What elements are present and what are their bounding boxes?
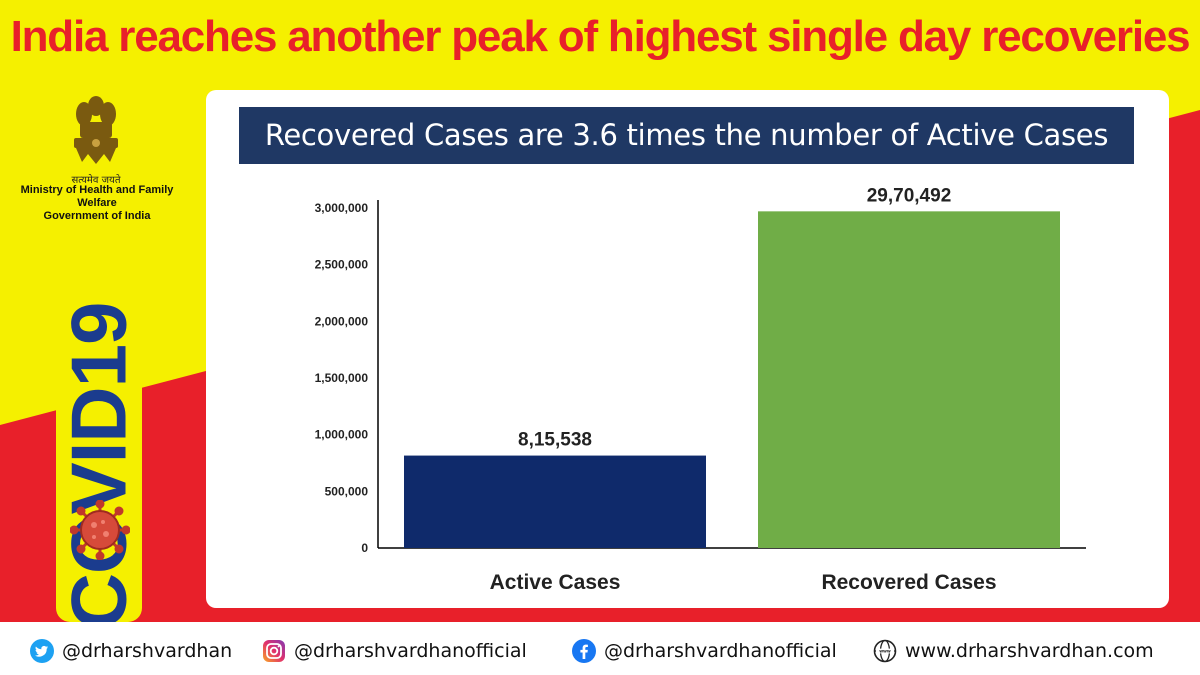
y-tick-label: 2,000,000: [315, 314, 369, 328]
x-tick-label: Recovered Cases: [821, 571, 996, 594]
chart-title-banner: Recovered Cases are 3.6 times the number…: [239, 107, 1134, 164]
covid-side-panel: [56, 310, 142, 622]
footer-twitter[interactable]: @drharshvardhan: [30, 637, 232, 665]
y-tick-label: 1,500,000: [315, 371, 369, 385]
instagram-handle: @drharshvardhanofficial: [294, 640, 527, 662]
footer-facebook[interactable]: @drharshvardhanofficial: [572, 637, 837, 665]
y-tick-label: 0: [361, 541, 368, 555]
bar: [404, 455, 706, 548]
globe-icon: www: [873, 639, 897, 663]
headline: India reaches another peak of highest si…: [10, 12, 1191, 61]
ashoka-emblem-icon: [74, 96, 118, 164]
x-tick-label: Active Cases: [490, 571, 621, 594]
footer-instagram[interactable]: @drharshvardhanofficial: [262, 637, 527, 665]
y-tick-label: 3,000,000: [315, 201, 369, 215]
ministry-line-1: Ministry of Health and Family Welfare: [20, 184, 174, 209]
data-label: 29,70,492: [867, 185, 952, 206]
y-tick-label: 500,000: [325, 484, 369, 498]
website-url: www.drharshvardhan.com: [905, 640, 1154, 662]
virus-icon: [70, 500, 130, 560]
ministry-name: Ministry of Health and Family Welfare Go…: [2, 184, 192, 223]
facebook-icon: [572, 639, 596, 663]
facebook-handle: @drharshvardhanofficial: [604, 640, 837, 662]
svg-text:www: www: [879, 649, 891, 654]
data-label: 8,15,538: [518, 430, 592, 451]
emblem-motto: सत्यमेव जयते: [71, 175, 121, 186]
twitter-icon: [30, 639, 54, 663]
covid-side-label: COVID19: [54, 302, 143, 630]
twitter-handle: @drharshvardhan: [62, 640, 233, 662]
footer-bar: [0, 622, 1200, 675]
bar-chart: 0 500,000 1,000,000 1,500,000 2,000,000 2,500…: [315, 185, 1086, 594]
bar: [758, 211, 1060, 548]
footer-website[interactable]: www www.drharshvardhan.com: [873, 637, 1154, 665]
y-tick-label: 2,500,000: [315, 258, 369, 272]
instagram-icon: [263, 640, 285, 662]
ministry-line-2: Government of India: [43, 210, 151, 222]
y-tick-label: 1,000,000: [315, 428, 369, 442]
